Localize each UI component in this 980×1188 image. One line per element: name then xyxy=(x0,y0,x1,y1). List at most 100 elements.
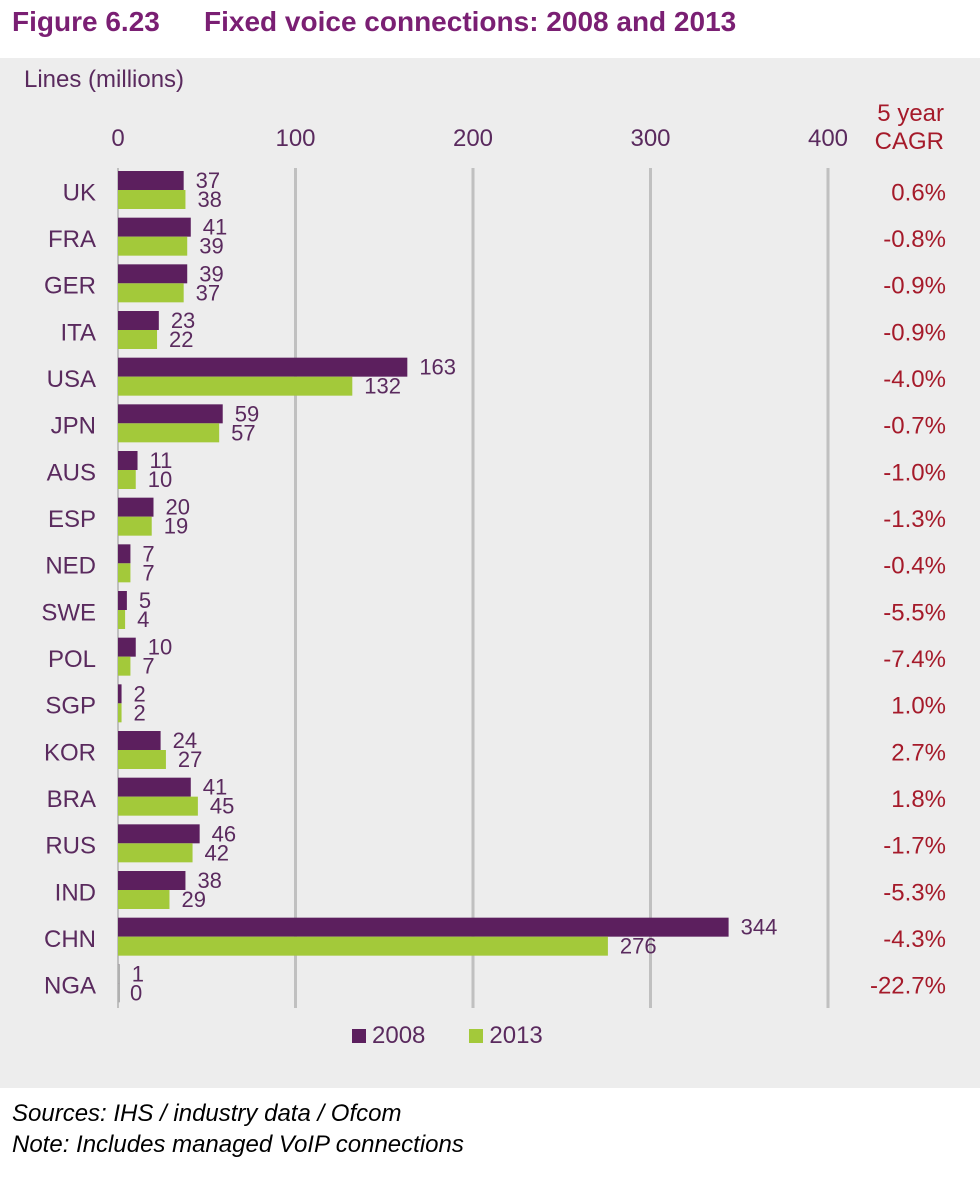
data-label-2008: 38 xyxy=(197,868,221,893)
bar-2008 xyxy=(118,311,159,330)
category-label: USA xyxy=(47,366,96,393)
cagr-value: 1.8% xyxy=(891,786,946,813)
cagr-value: -4.3% xyxy=(883,926,946,953)
category-label: FRA xyxy=(48,226,96,253)
data-label-2008: 7 xyxy=(142,541,154,566)
bar-2013 xyxy=(118,610,126,629)
category-label: KOR xyxy=(44,739,96,766)
category-label: BRA xyxy=(47,786,96,813)
bar-2013 xyxy=(118,376,353,396)
x-tick-label: 300 xyxy=(630,125,670,152)
cagr-title-line-2: CAGR xyxy=(874,128,944,155)
x-tick-label: 400 xyxy=(808,125,848,152)
x-tick-label: 0 xyxy=(111,125,124,152)
category-label: AUS xyxy=(47,459,96,486)
bar-2008 xyxy=(118,637,136,657)
data-label-2008: 1 xyxy=(132,961,144,986)
y-axis-label: Lines (millions) xyxy=(24,66,185,93)
bar-2013 xyxy=(118,516,152,536)
cagr-value: -0.9% xyxy=(883,319,946,346)
bar-2008 xyxy=(118,824,200,844)
category-label: UK xyxy=(63,179,96,206)
data-label-2013: 19 xyxy=(164,514,188,539)
category-label: NED xyxy=(45,553,96,580)
data-label-2008: 2 xyxy=(134,681,146,706)
category-label: IND xyxy=(55,879,96,906)
data-label-2008: 24 xyxy=(173,728,197,753)
cagr-value: -0.4% xyxy=(883,553,946,580)
data-label-2008: 10 xyxy=(148,635,172,660)
bar-2013 xyxy=(118,330,158,349)
sources-note: Sources: IHS / industry data / Ofcom xyxy=(12,1100,402,1127)
data-label-2013: 132 xyxy=(364,374,401,399)
bar-2008 xyxy=(118,544,131,564)
x-tick-label: 100 xyxy=(275,125,315,152)
bar-2013 xyxy=(118,470,136,489)
category-label: ESP xyxy=(48,506,96,533)
bar-stub-2013 xyxy=(118,983,120,1003)
data-label-2013: 4 xyxy=(137,607,149,632)
bar-2013 xyxy=(118,563,131,583)
bar-2008 xyxy=(118,731,161,750)
data-label-2013: 27 xyxy=(178,747,202,772)
bar-stub-2008 xyxy=(118,964,120,984)
data-label-2008: 59 xyxy=(235,401,259,426)
data-label-2013: 22 xyxy=(169,327,193,352)
data-label-2013: 57 xyxy=(231,420,255,445)
legend: 2008 2013 xyxy=(352,1022,543,1050)
x-tick-label: 200 xyxy=(453,125,493,152)
legend-label-2013: 2013 xyxy=(489,1022,543,1049)
data-label-2013: 39 xyxy=(199,234,223,259)
cagr-value: -1.7% xyxy=(883,833,946,860)
bar-2013 xyxy=(118,236,188,256)
legend-item-2013: 2013 xyxy=(469,1022,543,1050)
bar-2013 xyxy=(118,796,198,816)
cagr-value: -1.3% xyxy=(883,506,946,533)
bar-2013 xyxy=(118,423,220,443)
data-label-2008: 46 xyxy=(212,821,236,846)
cagr-value: -22.7% xyxy=(870,973,946,1000)
figure-number: Figure 6.23 xyxy=(12,6,160,37)
category-label: SWE xyxy=(41,599,96,626)
bar-2008 xyxy=(118,404,223,424)
data-label-2008: 163 xyxy=(419,355,456,380)
bar-2008 xyxy=(118,871,186,890)
cagr-value: -1.0% xyxy=(883,459,946,486)
data-label-2008: 37 xyxy=(196,168,220,193)
cagr-value: 2.7% xyxy=(891,739,946,766)
category-label: POL xyxy=(48,646,96,673)
bar-2008 xyxy=(118,357,408,377)
data-label-2008: 11 xyxy=(150,448,173,473)
bar-2008 xyxy=(118,777,191,797)
bar-2008 xyxy=(118,264,188,284)
legend-label-2008: 2008 xyxy=(372,1022,426,1049)
bar-2008 xyxy=(118,217,191,237)
category-label: ITA xyxy=(60,319,96,346)
data-label-2008: 39 xyxy=(199,261,223,286)
cagr-value: 0.6% xyxy=(891,179,946,206)
voip-note: Note: Includes managed VoIP connections xyxy=(12,1131,464,1158)
cagr-value: -5.5% xyxy=(883,599,946,626)
data-label-2008: 20 xyxy=(166,495,190,520)
data-label-2013: 42 xyxy=(205,840,229,865)
data-label-2013: 45 xyxy=(210,794,234,819)
footnotes: Sources: IHS / industry data / Ofcom Not… xyxy=(12,1098,464,1160)
data-label-2013: 2 xyxy=(134,700,146,725)
bar-2008 xyxy=(118,591,127,610)
data-label-2013: 29 xyxy=(181,887,205,912)
cagr-value: -0.9% xyxy=(883,273,946,300)
data-label-2008: 5 xyxy=(139,588,151,613)
data-label-2013: 276 xyxy=(620,934,657,959)
figure-title: Figure 6.23 Fixed voice connections: 200… xyxy=(12,6,736,38)
bar-2013 xyxy=(118,283,184,303)
cagr-value: -4.0% xyxy=(883,366,946,393)
category-label: NGA xyxy=(44,973,96,1000)
data-label-2013: 10 xyxy=(148,467,172,492)
legend-swatch-2013 xyxy=(469,1029,484,1043)
cagr-value: 1.0% xyxy=(891,693,946,720)
data-label-2013: 7 xyxy=(142,560,154,585)
cagr-value: -7.4% xyxy=(883,646,946,673)
category-label: GER xyxy=(44,273,96,300)
figure-title-text: Fixed voice connections: 2008 and 2013 xyxy=(204,6,737,37)
